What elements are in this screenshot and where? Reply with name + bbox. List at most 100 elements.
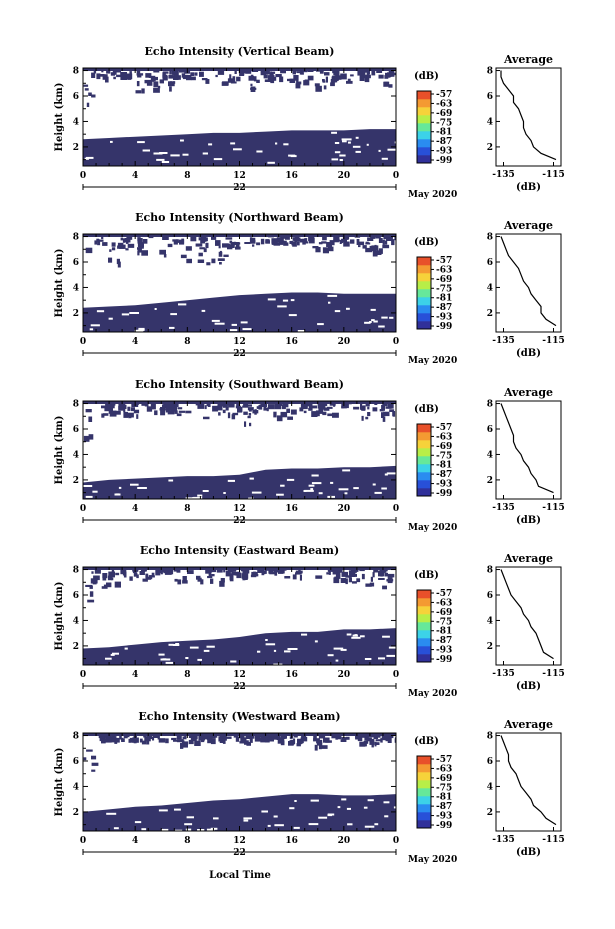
echo-cell (330, 82, 335, 87)
echo-gap (294, 800, 297, 802)
echo-cell (365, 583, 372, 587)
colorbar-segment (417, 646, 431, 655)
echo-cell (267, 72, 274, 75)
echo-cell (315, 575, 323, 579)
heatmap-marks (83, 68, 396, 166)
echo-cell (167, 410, 175, 415)
echo-cell (173, 739, 179, 742)
echo-gap (334, 142, 340, 144)
colorbar-tick-label: -81 (436, 793, 452, 803)
echo-cell (136, 73, 144, 76)
colorbar-tick-label: -69 (436, 442, 452, 452)
colorbar-tick-label: -63 (436, 265, 452, 275)
echo-gap (265, 639, 268, 641)
echo-gap (267, 824, 271, 827)
echo-gap (168, 643, 174, 646)
echo-gap (348, 141, 351, 144)
echo-cell (315, 410, 320, 417)
echo-cell (195, 243, 203, 247)
echo-gap (311, 482, 322, 485)
echo-cell (206, 262, 211, 266)
echo-gap (113, 827, 119, 830)
echo-gap (170, 154, 180, 157)
echo-cell (253, 571, 256, 576)
echo-gap (334, 151, 341, 154)
echo-cell (318, 408, 324, 414)
x-tick-label: 0 (393, 171, 399, 181)
echo-cell (211, 236, 217, 240)
echo-cell (265, 69, 270, 75)
echo-cell (244, 421, 247, 427)
echo-cell (167, 402, 174, 408)
y-tick-label: 4 (73, 450, 79, 460)
echo-cell (148, 734, 153, 740)
colorbar-tick-label: -87 (436, 303, 452, 313)
echo-cell (201, 78, 208, 81)
echo-cell (376, 69, 383, 73)
x-tick-label: 16 (285, 670, 298, 680)
echo-cell (300, 740, 303, 744)
y-axis-label: Height (km) (54, 249, 65, 318)
echo-cell (378, 578, 385, 580)
colorbar-tick-label: -69 (436, 774, 452, 784)
echo-gap (381, 487, 387, 490)
y-tick-label: 4 (73, 782, 79, 792)
echo-cell (128, 415, 132, 419)
echo-cell (289, 240, 293, 244)
echo-gap (165, 661, 173, 664)
echo-cell (105, 76, 109, 83)
echo-gap (213, 158, 223, 161)
echo-cell (128, 738, 132, 743)
echo-cell (182, 74, 188, 80)
echo-cell (322, 247, 329, 254)
profile-line (500, 403, 554, 494)
echo-cell (319, 69, 324, 74)
echo-cell (207, 402, 211, 407)
echo-cell (280, 733, 287, 739)
echo-cell (227, 569, 231, 572)
echo-gap (118, 486, 122, 489)
echo-cell (329, 240, 335, 246)
colorbar-segment (417, 265, 431, 274)
panel-title: Echo Intensity (Southward Beam) (135, 378, 344, 391)
echo-cell (318, 242, 323, 245)
echo-gap (374, 823, 379, 826)
colorbar-unit: (dB) (414, 404, 439, 415)
echo-cell (356, 578, 361, 583)
echo-cell (176, 568, 181, 573)
echo-cell (149, 575, 155, 578)
profile-y-tick-label: 6 (487, 757, 493, 767)
echo-cell (245, 733, 252, 739)
echo-cell (288, 741, 294, 746)
echo-gap (159, 152, 168, 154)
echo-gap (388, 646, 396, 649)
echo-cell (340, 578, 347, 583)
echo-cell (204, 735, 208, 740)
echo-cell (379, 569, 385, 574)
echo-cell (244, 242, 251, 244)
echo-cell (211, 258, 216, 264)
x-tick-label: 4 (132, 337, 138, 347)
echo-cell (308, 407, 313, 411)
echo-cell (163, 403, 168, 408)
x-tick-label: 0 (393, 337, 399, 347)
echo-gap (161, 828, 169, 831)
echo-cell (204, 405, 207, 410)
echo-cell (346, 403, 349, 409)
echo-cell (257, 568, 262, 573)
x-tick-label: 8 (184, 504, 190, 514)
echo-cell (157, 734, 160, 740)
colorbar-tick-label: -63 (436, 764, 452, 774)
x-tick-label: 8 (184, 670, 190, 680)
echo-cell (247, 407, 254, 411)
echo-cell (353, 406, 360, 410)
echo-cell (102, 413, 109, 416)
echo-gap (213, 817, 219, 820)
echo-cell (362, 245, 367, 249)
lower-echo-layer (83, 628, 396, 665)
echo-cell (239, 735, 245, 739)
colorbar-unit: (dB) (414, 736, 439, 747)
echo-cell (372, 250, 378, 257)
lower-echo-layer (83, 129, 396, 166)
echo-cell (111, 567, 115, 573)
